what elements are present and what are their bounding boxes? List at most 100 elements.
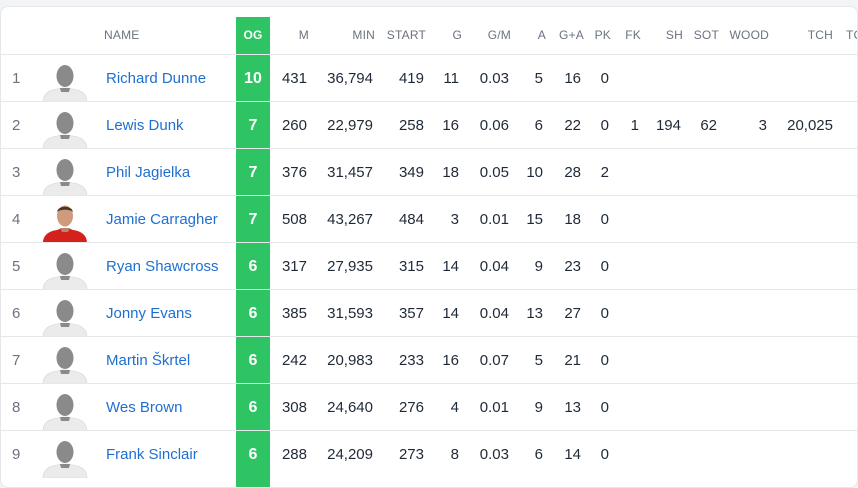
table-row[interactable]: 8 Wes Brown 6 308 24,640 276 4 0.01 9 13 0 — [1, 383, 857, 431]
column-header-g[interactable]: G — [452, 28, 462, 42]
rank-cell: 4 — [12, 211, 21, 228]
table-row[interactable]: 7 Martin Škrtel 6 242 20,983 233 16 0.07 5 21 0 — [1, 336, 857, 384]
penalties-cell: 0 — [600, 211, 609, 228]
goals-assists-cell: 22 — [564, 117, 581, 134]
table-row[interactable]: 3 Phil Jagielka 7 376 31,457 349 18 0.05 10 28 2 — [1, 148, 857, 196]
column-header-fk[interactable]: FK — [625, 28, 641, 42]
goals-assists-cell: 14 — [564, 446, 581, 463]
touches-cell — [781, 290, 833, 337]
goals-cell: 14 — [442, 258, 459, 275]
shots-on-target-cell — [691, 431, 717, 478]
touches-cell — [781, 55, 833, 102]
column-header-m[interactable]: M — [298, 28, 309, 42]
penalties-cell: 0 — [600, 446, 609, 463]
column-header-start[interactable]: START — [386, 28, 426, 42]
goals-assists-cell: 18 — [564, 211, 581, 228]
player-name-link[interactable]: Jamie Carragher — [106, 211, 218, 228]
goals-cell: 3 — [450, 211, 459, 228]
column-header-wood[interactable]: WOOD — [729, 28, 769, 42]
penalties-cell: 0 — [600, 352, 609, 369]
player-name-link[interactable]: Lewis Dunk — [106, 117, 184, 134]
table-row[interactable]: 5 Ryan Shawcross 6 317 27,935 315 14 0.04 9 23 0 — [1, 242, 857, 290]
column-header-min[interactable]: MIN — [352, 28, 375, 42]
assists-cell: 9 — [534, 258, 543, 275]
starts-cell: 273 — [398, 446, 424, 463]
table-row[interactable]: 9 Frank Sinclair 6 288 24,209 273 8 0.03 6 14 0 — [1, 430, 857, 478]
column-header-name[interactable]: NAME — [104, 28, 140, 42]
goals-per-match-cell: 0.07 — [479, 352, 509, 369]
shots-cell — [651, 431, 681, 478]
table-row[interactable]: 2 Lewis Dunk 7 260 22,979 258 16 0.06 6 22 0 1 194 62… — [1, 101, 857, 149]
woodwork-cell — [741, 149, 767, 196]
player-name-link[interactable]: Phil Jagielka — [106, 164, 191, 181]
goals-per-match-cell: 0.04 — [479, 305, 509, 322]
goals-per-match-cell: 0.03 — [479, 70, 509, 87]
matches-cell: 385 — [281, 305, 307, 322]
assists-cell: 10 — [526, 164, 543, 181]
player-name-link[interactable]: Ryan Shawcross — [106, 258, 219, 275]
minutes-cell: 31,457 — [327, 164, 373, 181]
player-name-link[interactable]: Frank Sinclair — [106, 446, 198, 463]
player-name-link[interactable]: Richard Dunne — [106, 70, 207, 87]
touches-cell — [781, 243, 833, 290]
touches-cell — [781, 431, 833, 478]
starts-cell: 484 — [398, 211, 424, 228]
column-header-og[interactable]: OG — [243, 28, 263, 42]
goals-per-match-cell: 0.01 — [479, 211, 509, 228]
goals-cell: 4 — [450, 399, 459, 416]
woodwork-cell — [741, 196, 767, 243]
column-header-tch[interactable]: TCH — [807, 28, 833, 42]
matches-cell: 260 — [281, 117, 307, 134]
touches-cell — [781, 384, 833, 431]
player-name-link[interactable]: Martin Škrtel — [106, 352, 191, 369]
free-kicks-cell — [623, 384, 639, 431]
og-cell: 6 — [248, 399, 258, 416]
shots-on-target-cell — [691, 55, 717, 102]
assists-cell: 15 — [526, 211, 543, 228]
player-silhouette-icon — [41, 390, 89, 431]
goals-assists-cell: 23 — [564, 258, 581, 275]
rank-cell: 1 — [12, 70, 21, 87]
og-column-highlight — [236, 17, 270, 487]
woodwork-cell — [741, 384, 767, 431]
matches-cell: 288 — [281, 446, 307, 463]
touches-cell — [781, 149, 833, 196]
column-header-ga[interactable]: G+A — [559, 28, 584, 42]
shots-on-target-cell — [691, 149, 717, 196]
column-header-sh[interactable]: SH — [665, 28, 683, 42]
player-silhouette-icon — [41, 155, 89, 196]
woodwork-cell — [741, 290, 767, 337]
table-row[interactable]: 6 Jonny Evans 6 385 31,593 357 14 0.04 13 27 0 — [1, 289, 857, 337]
og-cell: 6 — [248, 258, 258, 275]
column-header-a[interactable]: A — [537, 28, 546, 42]
og-cell: 10 — [244, 70, 262, 87]
shots-on-target-cell — [691, 243, 717, 290]
minutes-cell: 27,935 — [327, 258, 373, 275]
column-header-pk[interactable]: PK — [594, 28, 611, 42]
woodwork-cell — [741, 55, 767, 102]
player-name-link[interactable]: Jonny Evans — [106, 305, 192, 322]
player-name-link[interactable]: Wes Brown — [106, 399, 183, 416]
table-row[interactable]: 4 Jamie Carragher 7 508 43,267 484 3 0.01 15 18 0 — [1, 195, 857, 243]
minutes-cell: 31,593 — [327, 305, 373, 322]
minutes-cell: 36,794 — [327, 70, 373, 87]
woodwork-cell — [741, 337, 767, 384]
goals-assists-cell: 27 — [564, 305, 581, 322]
rank-cell: 5 — [12, 258, 21, 275]
table-row[interactable]: 1 Richard Dunne 10 431 36,794 419 11 0.03 5 16 0 — [1, 54, 857, 102]
free-kicks-cell: 1 — [630, 117, 639, 134]
goals-cell: 11 — [443, 70, 459, 87]
goals-assists-cell: 16 — [564, 70, 581, 87]
column-header-extra[interactable]: TC — [846, 28, 857, 42]
starts-cell: 419 — [398, 70, 424, 87]
rank-cell: 8 — [12, 399, 21, 416]
minutes-cell: 20,983 — [327, 352, 373, 369]
og-cell: 6 — [248, 352, 258, 369]
starts-cell: 258 — [398, 117, 424, 134]
shots-cell — [651, 243, 681, 290]
player-silhouette-icon — [41, 437, 89, 478]
woodwork-cell: 3 — [758, 117, 767, 134]
shots-on-target-cell — [691, 290, 717, 337]
column-header-sot[interactable]: SOT — [693, 28, 719, 42]
column-header-gpm[interactable]: G/M — [487, 28, 511, 42]
